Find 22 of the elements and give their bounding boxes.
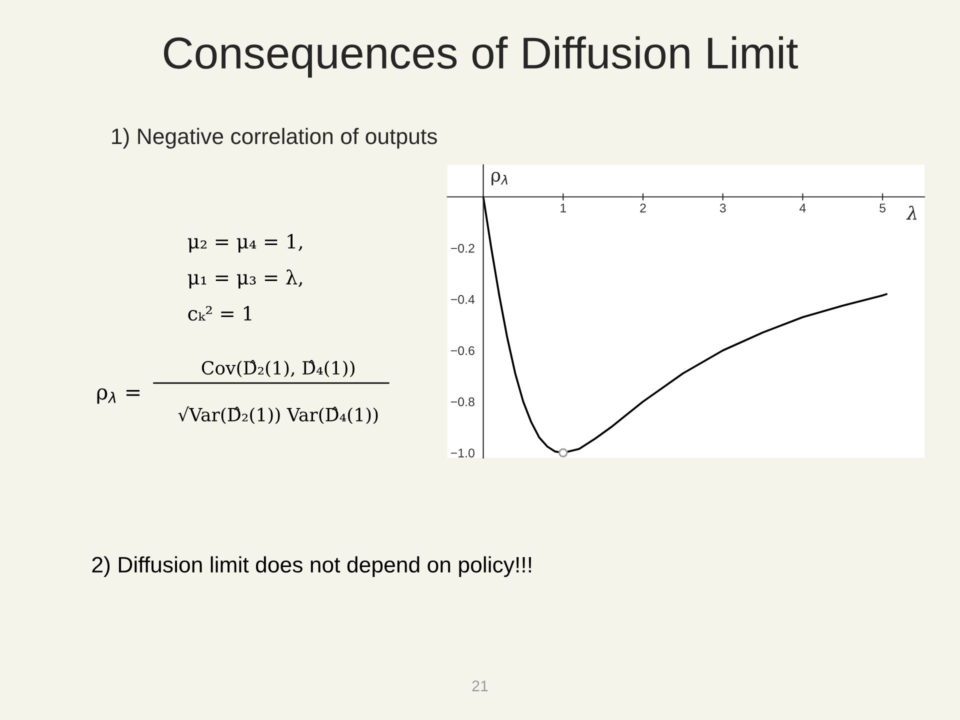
y-tick-label: −0.2 bbox=[450, 244, 474, 253]
text: 2) Diffusion limit does not depend on policy!!! bbox=[92, 556, 532, 578]
text: 21 bbox=[472, 680, 488, 692]
text: μ₁ = μ₃ = λ, bbox=[188, 270, 302, 288]
text: cₖ² = 1 bbox=[188, 306, 252, 321]
chart-title: Consequences of Diffusion Limit bbox=[164, 36, 798, 78]
x-tick-label: 5 bbox=[880, 204, 886, 212]
y-tick-label: −0.4 bbox=[450, 295, 475, 304]
x-tick-label: 4 bbox=[800, 204, 806, 212]
x-tick-label: 3 bbox=[720, 204, 726, 212]
x-tick-label: 2 bbox=[640, 204, 646, 212]
text: √Var(D̂₂(1)) Var(D̂₄(1)) bbox=[178, 406, 378, 424]
text: Cov(D̂₂(1), D̂₄(1)) bbox=[202, 360, 354, 378]
chart-subtitle: 1) Negative correlation of outputs bbox=[112, 128, 437, 149]
x-axis-title: λ bbox=[906, 206, 917, 220]
text: ρ$_{λ}$ = bbox=[97, 388, 140, 404]
x-tick-label: 1 bbox=[560, 204, 566, 212]
y-tick-label: −0.8 bbox=[450, 397, 474, 406]
y-tick-label: −0.6 bbox=[450, 346, 474, 356]
y-tick-label: −1.0 bbox=[450, 448, 474, 458]
y-axis-title: ρ$_{λ}$ bbox=[492, 172, 508, 186]
text: μ₂ = μ₄ = 1, bbox=[188, 234, 302, 252]
